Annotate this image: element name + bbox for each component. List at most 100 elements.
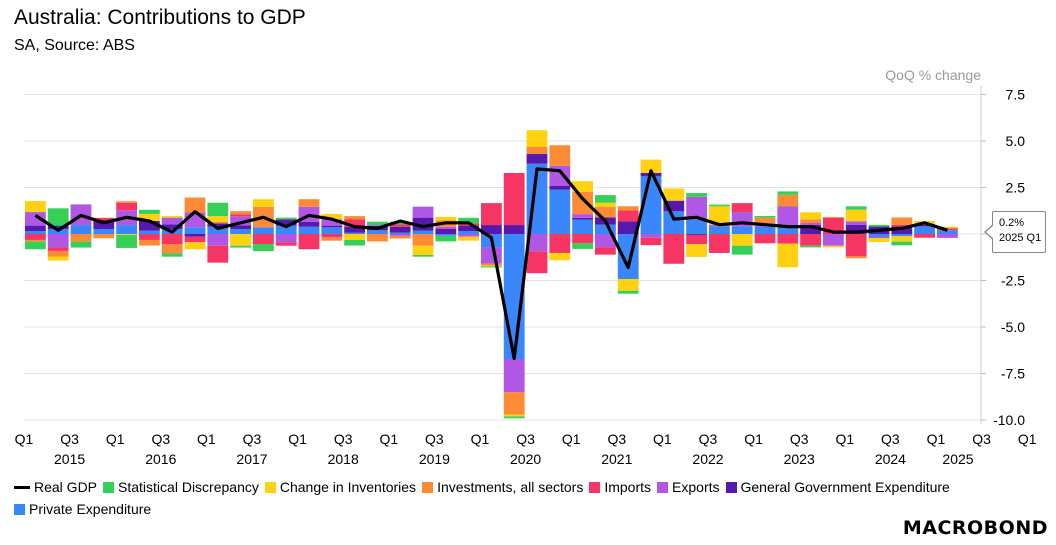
bar-statistical-discrepancy-2021Q3 xyxy=(617,290,639,294)
bar-general-government-expenditure-2019Q4 xyxy=(458,225,479,232)
legend-item-change-in-inventories: Change in Inventories xyxy=(264,478,416,496)
bar-private-expenditure-2019Q1 xyxy=(389,232,411,234)
x-tick-label: Q1 xyxy=(471,431,490,447)
legend-label: Real GDP xyxy=(34,479,98,495)
bar-imports-2024Q4 xyxy=(914,234,935,238)
bar-exports-2024Q1 xyxy=(845,221,867,225)
bar-exports-2016Q3 xyxy=(161,217,183,225)
bar-private-expenditure-2015Q4 xyxy=(93,228,115,234)
bar-private-expenditure-2019Q2 xyxy=(412,230,434,234)
bar-statistical-discrepancy-2019Q4 xyxy=(458,217,479,224)
bar-change-in-inventories-2020Q2 xyxy=(503,414,525,417)
bar-statistical-discrepancy-2019Q2 xyxy=(412,255,434,257)
bar-exports-2021Q4 xyxy=(640,234,662,238)
bar-change-in-inventories-2024Q2 xyxy=(868,238,890,242)
bar-imports-2016Q4 xyxy=(184,236,206,243)
bar-change-in-inventories-2021Q2 xyxy=(595,202,616,208)
bar-exports-2023Q3 xyxy=(800,223,821,225)
bar-private-expenditure-2019Q4 xyxy=(458,231,479,234)
bar-general-government-expenditure-2023Q3 xyxy=(800,224,821,234)
legend-swatch xyxy=(14,503,25,515)
bar-exports-2020Q1 xyxy=(481,247,502,264)
bar-statistical-discrepancy-2024Q2 xyxy=(868,224,890,227)
bar-investments-all-sectors-2015Q4 xyxy=(93,234,115,239)
bar-investments-all-sectors-2020Q1 xyxy=(481,263,502,266)
bar-statistical-discrepancy-2015Q3 xyxy=(70,241,92,248)
bars xyxy=(25,130,958,419)
bar-exports-2023Q4 xyxy=(823,234,844,246)
bar-private-expenditure-2015Q1 xyxy=(25,231,46,234)
bar-private-expenditure-2022Q1 xyxy=(663,211,685,234)
bar-private-expenditure-2017Q4 xyxy=(275,225,297,234)
x-tick-label: Q1 xyxy=(15,431,34,447)
x-tick-label: Q1 xyxy=(653,431,672,447)
bar-statistical-discrepancy-2020Q1 xyxy=(481,266,502,268)
bar-private-expenditure-2017Q2 xyxy=(230,228,251,234)
bar-imports-2024Q3 xyxy=(891,224,913,227)
bar-imports-2022Q2 xyxy=(686,234,707,245)
bar-exports-2017Q1 xyxy=(207,234,229,246)
legend-swatch xyxy=(589,481,601,493)
x-year-label: 2025 xyxy=(942,451,973,467)
bar-private-expenditure-2019Q3 xyxy=(435,234,457,236)
x-year-label: 2022 xyxy=(692,451,723,467)
x-tick-label: Q3 xyxy=(607,431,626,447)
x-year-label: 2018 xyxy=(328,451,359,467)
bar-change-in-inventories-2020Q4 xyxy=(549,252,571,261)
bar-general-government-expenditure-2022Q2 xyxy=(686,234,707,235)
bar-change-in-inventories-2021Q1 xyxy=(572,181,593,192)
y-tick-label: -10.0 xyxy=(993,412,1025,428)
bar-private-expenditure-2024Q4 xyxy=(914,226,935,234)
bar-imports-2020Q1 xyxy=(481,203,502,226)
bar-general-government-expenditure-2024Q3 xyxy=(891,226,913,234)
bar-change-in-inventories-2018Q2 xyxy=(321,213,343,220)
y-tick-label: 5.0 xyxy=(1006,133,1026,149)
bar-change-in-inventories-2016Q3 xyxy=(161,215,183,218)
bar-investments-all-sectors-2017Q1 xyxy=(207,221,229,224)
bar-investments-all-sectors-2015Q1 xyxy=(25,239,46,242)
bar-general-government-expenditure-2024Q1 xyxy=(845,224,867,234)
bar-general-government-expenditure-2018Q3 xyxy=(344,226,365,233)
x-tick-label: Q1 xyxy=(1018,431,1037,447)
bar-general-government-expenditure-2016Q2 xyxy=(139,220,160,231)
bar-imports-2021Q4 xyxy=(640,237,662,246)
x-year-label: 2015 xyxy=(54,451,85,467)
x-tick-label: Q3 xyxy=(699,431,718,447)
bar-exports-2019Q4 xyxy=(458,234,479,237)
bar-investments-all-sectors-2018Q2 xyxy=(321,237,343,241)
x-tick-label: Q1 xyxy=(744,431,763,447)
bar-exports-2020Q2 xyxy=(503,358,525,393)
bar-imports-2023Q1 xyxy=(754,234,776,244)
bar-change-in-inventories-2019Q2 xyxy=(412,245,434,256)
axes: 7.5 5.0 2.5 -2.5 -5.0 -7.5 -10.0 Q1 Q3 Q1 Q3 Q1 Q3 Q1… xyxy=(15,86,1037,467)
legend-swatch xyxy=(422,481,434,493)
bar-imports-2018Q3 xyxy=(344,219,365,227)
x-tick-label: Q1 xyxy=(197,431,216,447)
bar-statistical-discrepancy-2021Q1 xyxy=(572,243,593,249)
x-tick-label: Q3 xyxy=(972,431,991,447)
x-tick-label: Q1 xyxy=(379,431,398,447)
bar-imports-2022Q1 xyxy=(663,234,685,264)
legend-label: Imports xyxy=(604,479,652,495)
bar-private-expenditure-2024Q3 xyxy=(891,234,913,237)
x-tick-label: Q1 xyxy=(288,431,307,447)
bar-statistical-discrepancy-2020Q2 xyxy=(503,416,525,419)
legend-label: General Government Expenditure xyxy=(740,479,950,495)
x-year-label: 2023 xyxy=(784,451,815,467)
bar-investments-all-sectors-2020Q4 xyxy=(549,145,571,166)
bar-change-in-inventories-2016Q1 xyxy=(116,234,137,235)
legend-item-exports: Exports xyxy=(657,478,720,496)
x-tick-label: Q3 xyxy=(151,431,170,447)
bar-statistical-discrepancy-2019Q3 xyxy=(435,235,457,242)
bar-statistical-discrepancy-2022Q2 xyxy=(686,193,707,197)
gridlines xyxy=(24,94,981,421)
bar-investments-all-sectors-2024Q1 xyxy=(845,256,867,259)
bar-exports-2019Q2 xyxy=(412,206,434,218)
bar-general-government-expenditure-2024Q4 xyxy=(914,224,935,227)
legend-item-investments-all-sectors: Investments, all sectors xyxy=(422,478,583,496)
bar-statistical-discrepancy-2018Q3 xyxy=(344,239,365,246)
bar-general-government-expenditure-2015Q2 xyxy=(47,225,69,229)
bar-imports-2016Q2 xyxy=(139,234,160,240)
chart-subtitle: SA, Source: ABS xyxy=(14,37,135,54)
